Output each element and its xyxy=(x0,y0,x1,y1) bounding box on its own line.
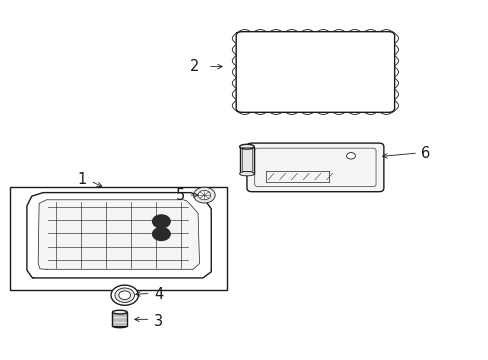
Bar xyxy=(112,312,127,326)
Polygon shape xyxy=(38,200,199,269)
Circle shape xyxy=(111,285,138,305)
Text: 3: 3 xyxy=(154,314,163,329)
Text: 6: 6 xyxy=(420,145,429,161)
Bar xyxy=(242,148,251,171)
Ellipse shape xyxy=(112,324,127,328)
FancyBboxPatch shape xyxy=(236,32,394,112)
FancyBboxPatch shape xyxy=(246,143,383,192)
Text: 4: 4 xyxy=(154,287,163,302)
Ellipse shape xyxy=(239,171,254,176)
Polygon shape xyxy=(232,30,398,114)
Circle shape xyxy=(198,190,210,200)
Circle shape xyxy=(119,291,130,300)
Text: 5: 5 xyxy=(175,188,184,203)
Text: 2: 2 xyxy=(189,59,199,74)
Bar xyxy=(10,187,227,290)
Circle shape xyxy=(152,228,170,240)
Circle shape xyxy=(115,288,134,302)
Ellipse shape xyxy=(239,144,254,149)
Polygon shape xyxy=(27,193,211,278)
Ellipse shape xyxy=(112,310,127,314)
Circle shape xyxy=(193,187,215,203)
Circle shape xyxy=(152,215,170,228)
Text: 1: 1 xyxy=(78,172,86,188)
Bar xyxy=(239,147,254,174)
Circle shape xyxy=(346,153,355,159)
